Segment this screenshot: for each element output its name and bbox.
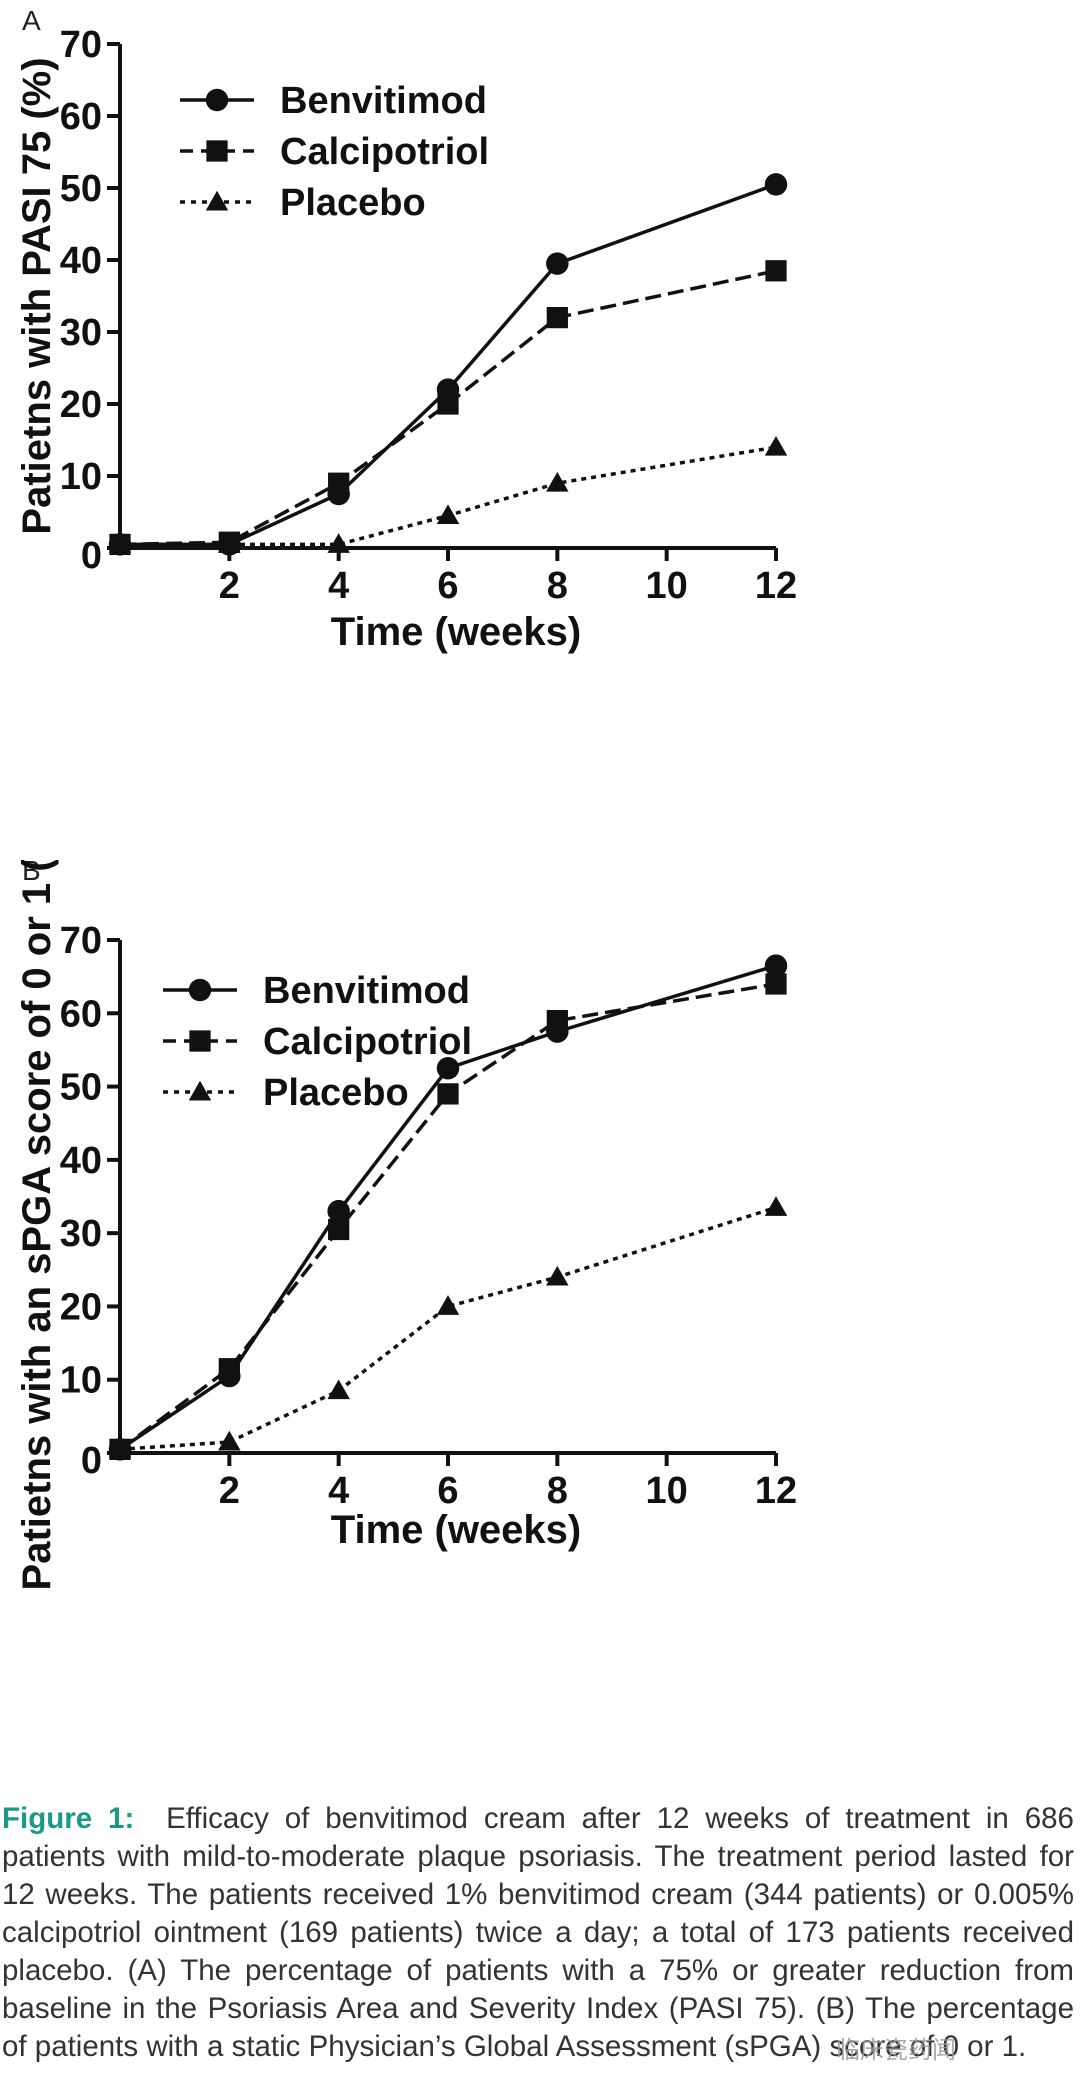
y-tick-label: 40 bbox=[60, 240, 102, 282]
data-point bbox=[108, 1438, 132, 1458]
data-point bbox=[764, 954, 788, 977]
legend-label: Benvitimod bbox=[280, 80, 487, 122]
x-tick-label: 2 bbox=[219, 1470, 240, 1512]
watermark: 临床瓷药闻 bbox=[836, 2036, 956, 2064]
x-axis-title: Time (weeks) bbox=[331, 1508, 582, 1552]
legend-marker bbox=[205, 190, 229, 211]
x-tick-label: 12 bbox=[755, 1470, 797, 1512]
data-point bbox=[437, 393, 459, 415]
data-point bbox=[546, 252, 569, 275]
data-point bbox=[327, 1379, 350, 1400]
x-tick-label: 6 bbox=[437, 1470, 458, 1512]
data-point bbox=[546, 1009, 568, 1032]
data-point bbox=[218, 533, 241, 553]
legend-label: Placebo bbox=[280, 182, 426, 224]
data-point bbox=[546, 1265, 569, 1286]
y-tick-label: 20 bbox=[60, 1286, 102, 1328]
x-tick-label: 2 bbox=[219, 565, 240, 607]
x-axis-title: Time (weeks) bbox=[331, 610, 582, 654]
series-line bbox=[119, 1205, 777, 1452]
data-point bbox=[546, 306, 568, 329]
y-tick-label: 30 bbox=[60, 312, 102, 354]
x-tick-label: 10 bbox=[646, 565, 688, 607]
y-tick-label: 70 bbox=[60, 920, 102, 962]
y-axis-title: Patietns with PASI 75 (%) bbox=[15, 57, 59, 534]
y-axis-title: Patietns with an sPGA score of 0 or 1 (%… bbox=[15, 860, 59, 1590]
legend-marker bbox=[205, 88, 229, 112]
y-tick-label: 60 bbox=[60, 993, 102, 1035]
data-point bbox=[218, 1430, 241, 1451]
data-point bbox=[218, 1358, 240, 1380]
series-line bbox=[120, 445, 777, 547]
legend-marker bbox=[188, 978, 212, 1002]
x-tick-label: 8 bbox=[547, 1470, 568, 1512]
data-point bbox=[328, 1218, 350, 1241]
caption-text: Efficacy of benvitimod cream after 12 we… bbox=[2, 1802, 1074, 2063]
data-point bbox=[327, 1199, 350, 1223]
data-point bbox=[546, 471, 569, 492]
data-point bbox=[436, 1057, 460, 1080]
y-tick-label: 60 bbox=[60, 96, 102, 138]
legend-marker bbox=[188, 1080, 212, 1101]
x-tick-label: 4 bbox=[328, 1470, 349, 1512]
legend-label: Placebo bbox=[263, 1072, 409, 1114]
chart-panel-a: A 0 10 20 30 40 50 60 70 2 4 6 8 10 12 Time (weeks) Pati… bbox=[15, 5, 797, 654]
y-tick-label: 40 bbox=[60, 1140, 102, 1182]
data-point bbox=[327, 533, 350, 553]
data-point bbox=[436, 504, 460, 525]
data-point bbox=[764, 173, 788, 196]
data-point bbox=[436, 1295, 460, 1315]
caption-label: Figure 1: bbox=[2, 1802, 135, 1835]
data-point bbox=[108, 533, 132, 553]
data-point bbox=[437, 1083, 459, 1105]
y-tick-label: 50 bbox=[60, 1067, 102, 1109]
series-line bbox=[120, 182, 777, 547]
legend-label: Calcipotriol bbox=[280, 131, 489, 173]
x-tick-label: 12 bbox=[755, 565, 797, 607]
legend-marker bbox=[189, 1030, 211, 1052]
y-tick-label: 70 bbox=[60, 24, 102, 66]
figure-caption: Figure 1: Efficacy of benvitimod cream a… bbox=[0, 1800, 1080, 2066]
y-tick-label: 30 bbox=[60, 1213, 102, 1255]
panel-letter: A bbox=[22, 5, 41, 36]
legend-label: Calcipotriol bbox=[263, 1021, 472, 1063]
series-line bbox=[119, 269, 777, 547]
series-line bbox=[118, 982, 777, 1451]
data-point bbox=[764, 1196, 788, 1216]
y-tick-label: 20 bbox=[60, 384, 102, 426]
data-point bbox=[328, 472, 350, 494]
data-point bbox=[765, 260, 787, 282]
x-tick-label: 6 bbox=[437, 565, 458, 607]
data-point bbox=[765, 973, 787, 995]
legend-label: Benvitimod bbox=[263, 970, 470, 1012]
y-tick-label: 10 bbox=[60, 1360, 102, 1402]
x-tick-label: 4 bbox=[328, 565, 349, 607]
panel-letter: B bbox=[22, 860, 41, 886]
legend-marker bbox=[206, 140, 228, 162]
y-tick-label: 0 bbox=[81, 535, 102, 577]
x-tick-label: 8 bbox=[547, 565, 568, 607]
data-point bbox=[764, 435, 788, 456]
x-tick-label: 10 bbox=[646, 1470, 688, 1512]
series-line bbox=[119, 963, 777, 1451]
y-tick-label: 10 bbox=[60, 456, 102, 498]
y-tick-label: 0 bbox=[81, 1440, 102, 1482]
chart-panel-b: B 0 10 20 30 40 50 60 70 2 4 6 8 10 12 Time (weeks) Pati… bbox=[15, 860, 797, 1590]
y-tick-label: 50 bbox=[60, 168, 102, 210]
